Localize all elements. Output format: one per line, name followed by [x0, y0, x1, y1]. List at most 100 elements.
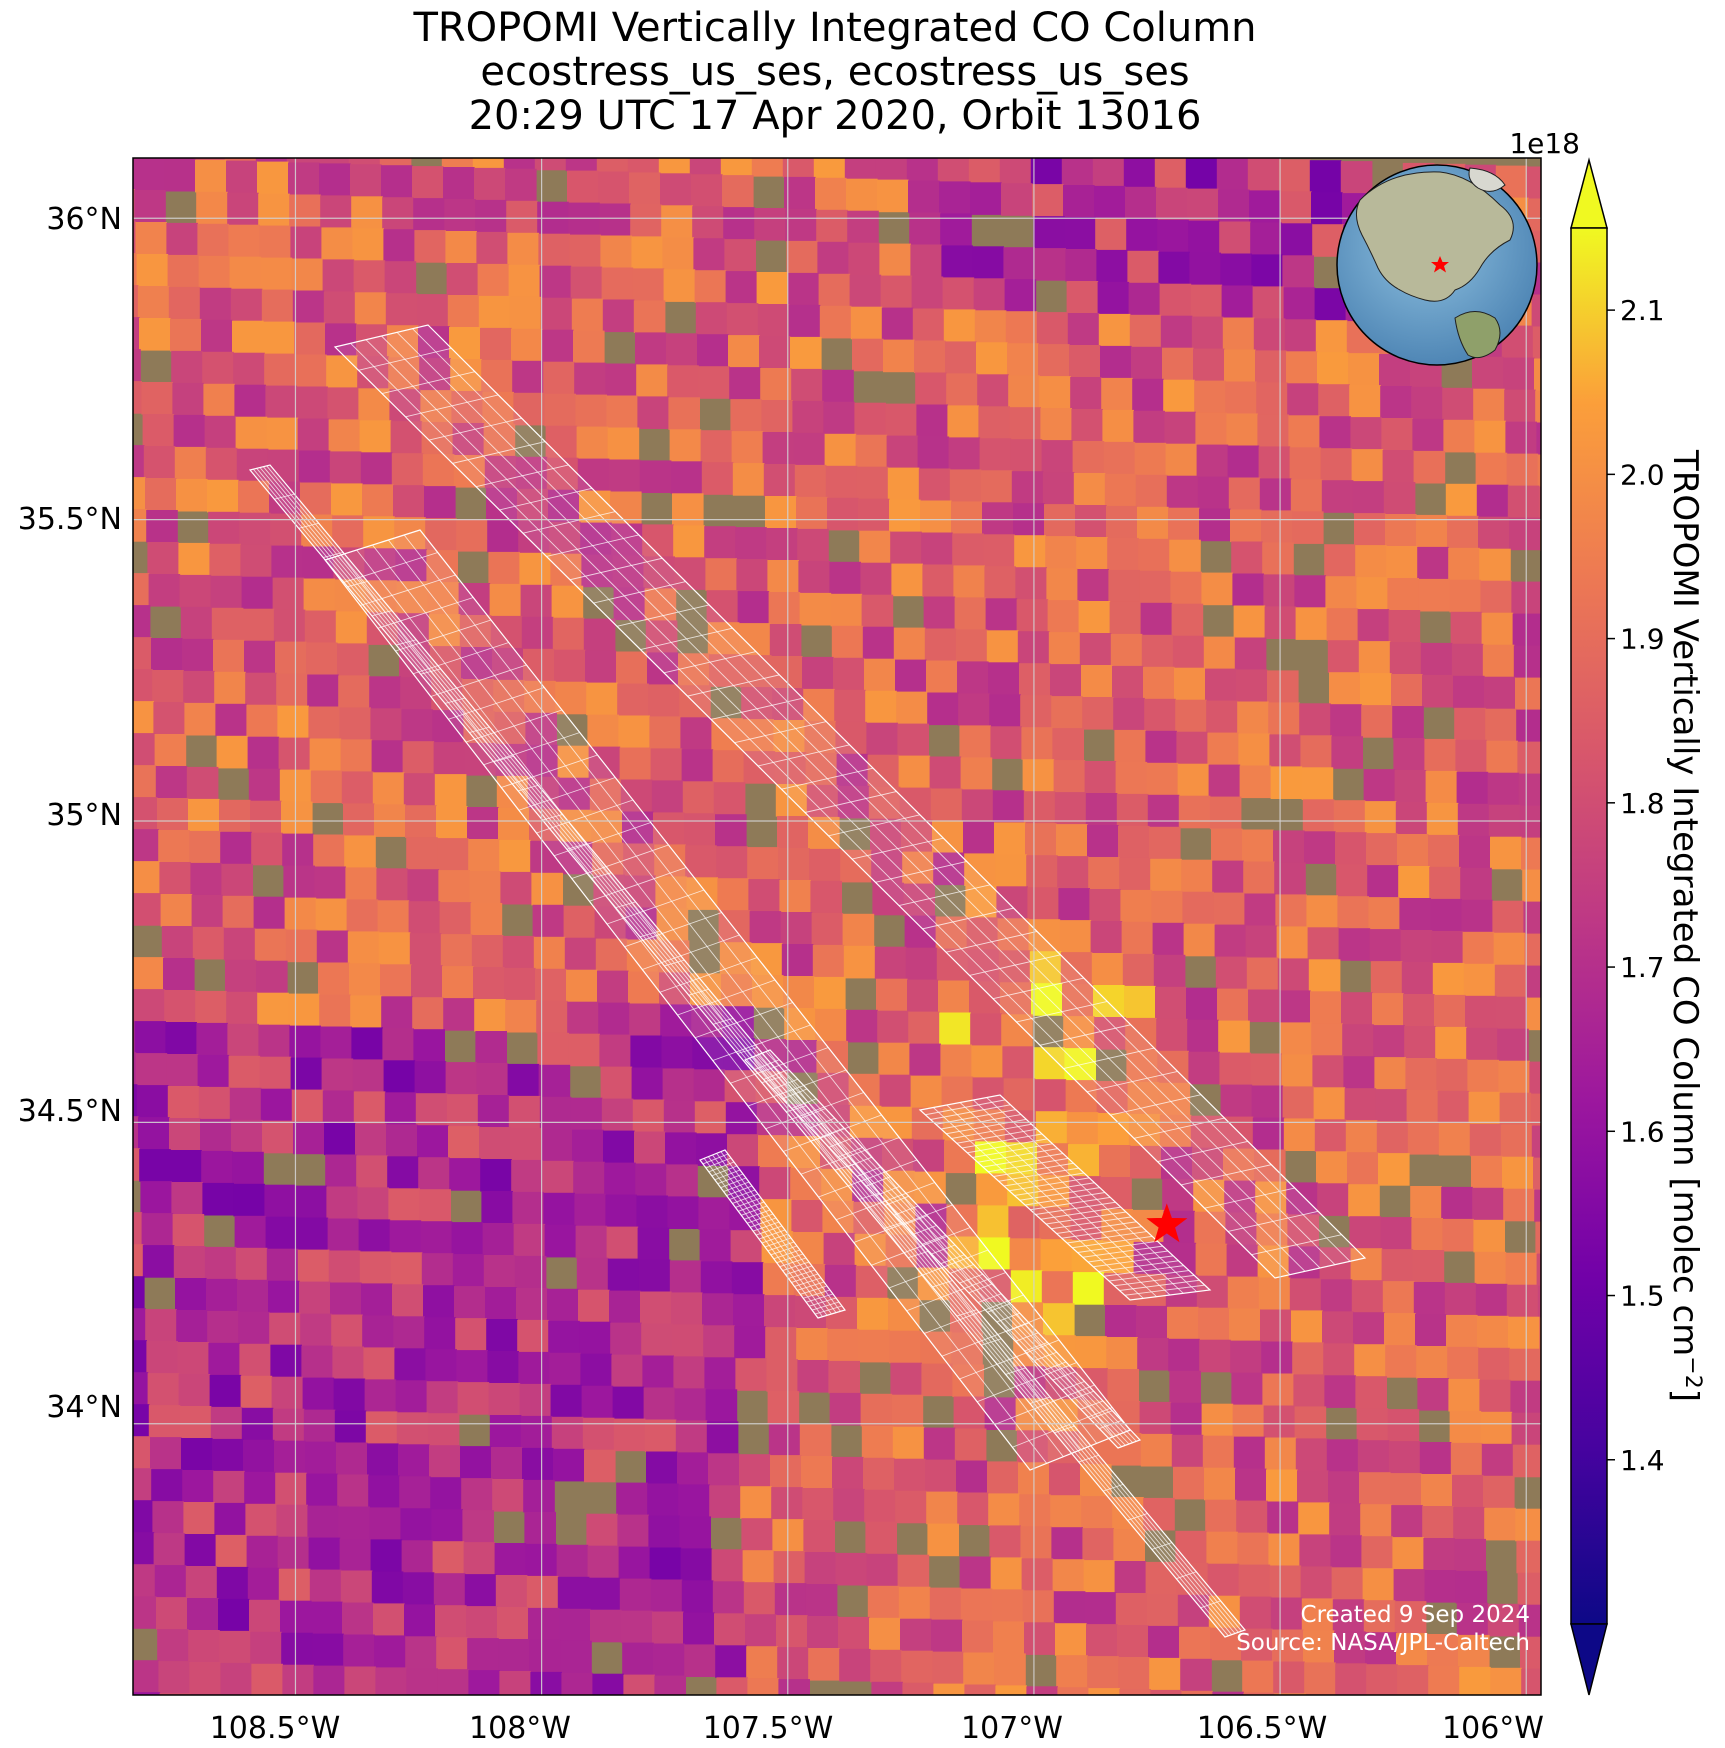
co-pixel: [859, 530, 891, 564]
co-pixel: [890, 531, 922, 565]
co-pixel: [728, 335, 760, 368]
co-pixel: [494, 1543, 527, 1576]
co-pixel: [598, 1002, 630, 1036]
co-pixel: [880, 275, 913, 309]
co-pixel: [1475, 1283, 1508, 1317]
co-pixel: [1049, 1463, 1081, 1496]
co-pixel: [833, 1488, 865, 1522]
co-pixel: [301, 1345, 333, 1379]
co-pixel: [1119, 857, 1151, 891]
co-pixel: [776, 1615, 808, 1648]
co-pixel: [1365, 1632, 1397, 1665]
co-pixel: [225, 959, 257, 993]
co-pixel: [1393, 738, 1425, 771]
co-pixel: [1206, 1531, 1238, 1565]
co-pixel: [923, 596, 956, 630]
co-pixel: [1334, 1631, 1366, 1664]
co-pixel: [1058, 888, 1090, 921]
co-pixel: [1190, 284, 1223, 318]
co-pixel: [1344, 1088, 1377, 1121]
co-pixel: [597, 970, 629, 1004]
co-pixel: [786, 240, 818, 274]
co-pixel: [322, 1090, 355, 1124]
co-pixel: [568, 1033, 600, 1067]
co-pixel: [808, 1648, 840, 1681]
co-pixel: [648, 684, 680, 717]
co-pixel: [638, 1259, 671, 1293]
co-pixel: [1535, 390, 1541, 424]
co-pixel: [1403, 994, 1435, 1027]
co-pixel: [1137, 1337, 1169, 1371]
target-star-icon: [1146, 1203, 1188, 1243]
co-pixel: [161, 926, 194, 959]
co-pixel: [93, 732, 125, 765]
co-pixel: [752, 975, 784, 1008]
co-pixel: [1537, 1285, 1541, 1319]
co-pixel: [680, 1548, 713, 1581]
co-pixel: [344, 835, 376, 868]
co-pixel: [1004, 279, 1037, 312]
co-pixel: [715, 814, 747, 847]
co-pixel: [862, 626, 895, 660]
co-pixel: [804, 1552, 837, 1585]
co-pixel: [871, 1681, 903, 1695]
co-pixel: [1316, 1151, 1348, 1184]
co-pixel: [170, 318, 202, 352]
co-pixel: [594, 1706, 626, 1739]
co-pixel: [528, 1607, 560, 1641]
co-pixel: [1193, 348, 1225, 382]
co-pixel: [1536, 422, 1541, 456]
co-pixel: [275, 641, 307, 675]
co-pixel: [246, 704, 278, 738]
co-pixel: [689, 158, 722, 175]
co-pixel: [1093, 985, 1125, 1018]
co-pixel: [899, 787, 932, 821]
co-pixel: [1612, 1607, 1644, 1640]
co-pixel: [1484, 676, 1516, 710]
co-pixel: [445, 231, 477, 264]
co-pixel: [1163, 379, 1195, 413]
co-pixel: [1342, 1024, 1374, 1057]
co-pixel: [159, 862, 191, 895]
co-pixel: [1368, 897, 1400, 930]
credit-source: Source: NASA/JPL-Caltech: [1236, 1630, 1530, 1656]
co-pixel: [869, 1617, 901, 1651]
co-pixel: [220, 1662, 252, 1695]
co-pixel: [660, 1004, 692, 1037]
co-pixel: [1552, 1670, 1584, 1703]
co-pixel: [1269, 734, 1301, 767]
co-pixel: [1154, 158, 1187, 189]
co-pixel: [1289, 447, 1322, 480]
co-pixel: [257, 992, 289, 1026]
co-pixel: [1541, 551, 1573, 584]
co-pixel: [693, 238, 725, 271]
co-pixel: [622, 811, 654, 845]
co-pixel: [856, 466, 889, 500]
co-pixel: [199, 287, 232, 321]
co-pixel: [1088, 1688, 1120, 1695]
co-pixel: [1280, 191, 1312, 224]
co-pixel: [1187, 188, 1219, 222]
co-pixel: [582, 1417, 615, 1451]
co-pixel: [315, 898, 348, 932]
co-pixel: [954, 1428, 987, 1462]
co-pixel: [451, 391, 483, 424]
co-pixel: [1398, 1697, 1430, 1730]
title-line-3: 20:29 UTC 17 Apr 2020, Orbit 13016: [468, 93, 1202, 139]
co-pixel: [747, 1678, 779, 1695]
co-pixel: [386, 1124, 418, 1157]
co-pixel: [1149, 1657, 1181, 1691]
co-pixel: [226, 991, 258, 1025]
co-pixel: [1086, 1624, 1118, 1657]
co-pixel: [650, 1579, 683, 1613]
co-pixel: [500, 871, 532, 905]
co-pixel: [215, 703, 247, 737]
co-pixel: [448, 1126, 480, 1159]
co-pixel: [989, 1525, 1021, 1558]
co-pixel: [725, 1102, 758, 1135]
co-pixel: [608, 459, 641, 493]
co-pixel: [543, 1192, 575, 1226]
co-pixel: [186, 766, 219, 800]
co-pixel: [476, 231, 508, 265]
co-pixel: [1384, 1313, 1416, 1346]
